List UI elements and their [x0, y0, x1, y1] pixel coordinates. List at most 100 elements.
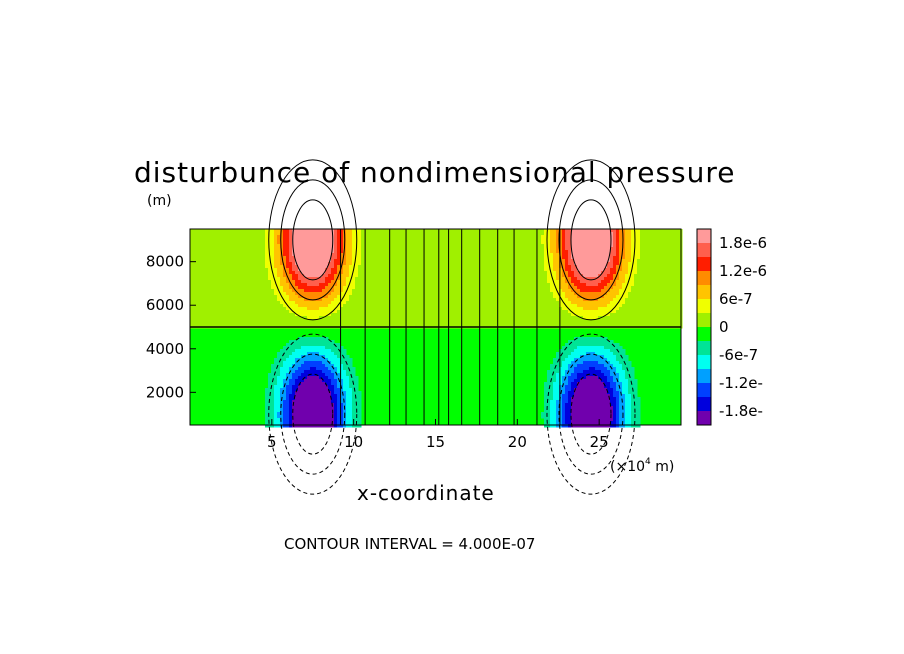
heatmap-cell	[340, 244, 344, 248]
heatmap-cell	[307, 352, 311, 356]
heatmap-cell	[493, 256, 497, 260]
heatmap-cell	[268, 316, 272, 320]
heatmap-cell	[499, 235, 503, 239]
heatmap-cell	[322, 232, 326, 236]
heatmap-cell	[550, 271, 554, 275]
heatmap-cell	[289, 259, 293, 263]
heatmap-cell	[280, 310, 284, 314]
heatmap-cell	[400, 283, 404, 287]
heatmap-cell	[451, 301, 455, 305]
heatmap-cell	[526, 277, 530, 281]
heatmap-cell	[283, 259, 287, 263]
heatmap-cell	[301, 367, 305, 371]
heatmap-cell	[310, 235, 314, 239]
heatmap-cell	[232, 259, 236, 263]
heatmap-cell	[334, 349, 338, 353]
heatmap-cell	[418, 250, 422, 254]
heatmap-cell	[454, 295, 458, 299]
heatmap-cell	[382, 280, 386, 284]
heatmap-cell	[349, 424, 353, 428]
heatmap-cell	[484, 310, 488, 314]
heatmap-cell	[208, 238, 212, 242]
heatmap-cell	[553, 310, 557, 314]
heatmap-cell	[334, 295, 338, 299]
heatmap-cell	[556, 355, 560, 359]
heatmap-cell	[376, 247, 380, 251]
heatmap-cell	[343, 265, 347, 269]
heatmap-cell	[319, 385, 323, 389]
heatmap-cell	[295, 241, 299, 245]
heatmap-cell	[451, 235, 455, 239]
heatmap-cell	[355, 277, 359, 281]
heatmap-cell	[346, 298, 350, 302]
heatmap-cell	[292, 400, 296, 404]
heatmap-cell	[310, 265, 314, 269]
heatmap-cell	[457, 277, 461, 281]
heatmap-cell	[556, 232, 560, 236]
heatmap-cell	[550, 379, 554, 383]
heatmap-cell	[298, 307, 302, 311]
heatmap-cell	[445, 241, 449, 245]
heatmap-cell	[295, 274, 299, 278]
heatmap-cell	[322, 289, 326, 293]
heatmap-cell	[394, 262, 398, 266]
heatmap-cell	[370, 256, 374, 260]
heatmap-cell	[217, 229, 221, 233]
heatmap-cell	[250, 271, 254, 275]
heatmap-cell	[199, 271, 203, 275]
heatmap-cell	[469, 307, 473, 311]
heatmap-cell	[199, 232, 203, 236]
heatmap-cell	[322, 244, 326, 248]
heatmap-cell	[214, 283, 218, 287]
heatmap-cell	[316, 388, 320, 392]
heatmap-cell	[244, 238, 248, 242]
heatmap-cell	[334, 247, 338, 251]
heatmap-cell	[532, 268, 536, 272]
heatmap-cell	[220, 244, 224, 248]
heatmap-cell	[250, 316, 254, 320]
heatmap-cell	[553, 289, 557, 293]
heatmap-cell	[391, 316, 395, 320]
heatmap-cell	[277, 412, 281, 416]
heatmap-cell	[313, 301, 317, 305]
heatmap-cell	[232, 286, 236, 290]
heatmap-cell	[301, 235, 305, 239]
heatmap-cell	[433, 280, 437, 284]
heatmap-cell	[325, 382, 329, 386]
heatmap-cell	[289, 313, 293, 317]
heatmap-cell	[514, 280, 518, 284]
heatmap-cell	[409, 283, 413, 287]
heatmap-cell	[328, 292, 332, 296]
heatmap-cell	[316, 298, 320, 302]
heatmap-cell	[292, 265, 296, 269]
heatmap-cell	[313, 244, 317, 248]
heatmap-cell	[274, 400, 278, 404]
heatmap-cell	[241, 304, 245, 308]
heatmap-cell	[379, 265, 383, 269]
heatmap-cell	[511, 322, 515, 326]
heatmap-cell	[271, 403, 275, 407]
heatmap-cell	[289, 304, 293, 308]
heatmap-cell	[346, 418, 350, 422]
heatmap-cell	[394, 289, 398, 293]
heatmap-cell	[502, 307, 506, 311]
heatmap-cell	[325, 232, 329, 236]
heatmap-cell	[325, 418, 329, 422]
heatmap-cell	[487, 235, 491, 239]
heatmap-cell	[409, 259, 413, 263]
heatmap-cell	[520, 310, 524, 314]
heatmap-cell	[310, 238, 314, 242]
heatmap-cell	[556, 409, 560, 413]
heatmap-cell	[373, 277, 377, 281]
heatmap-cell	[547, 421, 551, 425]
heatmap-cell	[430, 271, 434, 275]
heatmap-cell	[286, 394, 290, 398]
heatmap-cell	[337, 394, 341, 398]
heatmap-cell	[436, 277, 440, 281]
heatmap-cell	[310, 289, 314, 293]
heatmap-cell	[304, 340, 308, 344]
heatmap-cell	[484, 244, 488, 248]
heatmap-cell	[298, 241, 302, 245]
heatmap-cell	[499, 304, 503, 308]
heatmap-cell	[520, 229, 524, 233]
